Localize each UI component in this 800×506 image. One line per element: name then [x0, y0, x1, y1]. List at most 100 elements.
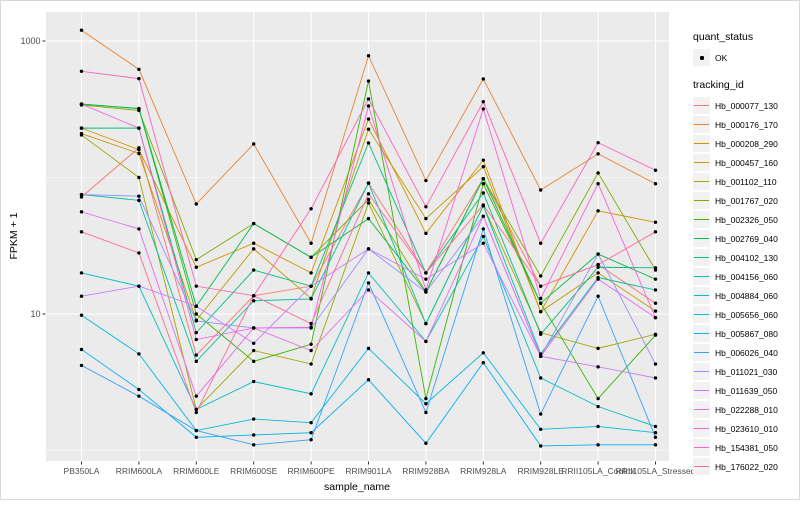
- data-point: [596, 424, 600, 429]
- x-tick-label: RRIM928BA: [402, 466, 450, 476]
- data-point: [596, 209, 600, 213]
- legend-item-label: Hb_006026_040: [715, 347, 778, 358]
- data-point: [424, 288, 428, 292]
- legend-item-Hb_023610_010: Hb_023610_010: [693, 419, 778, 438]
- data-point: [252, 241, 256, 245]
- data-point: [79, 271, 84, 275]
- data-point: [653, 376, 658, 380]
- legend-panel: quant_status OK tracking_id Hb_000077_130 Hb…: [693, 31, 778, 476]
- legend-item-Hb_002769_040: Hb_002769_040: [693, 229, 778, 248]
- data-point: [366, 288, 371, 292]
- data-point: [252, 268, 256, 272]
- data-point: [309, 271, 313, 275]
- data-point: [194, 330, 198, 335]
- data-point: [366, 201, 371, 205]
- data-point: [366, 181, 371, 185]
- data-point: [424, 339, 428, 344]
- legend-item-Hb_000176_170: Hb_000176_170: [693, 115, 778, 134]
- legend-item-label: Hb_000457_160: [715, 157, 778, 168]
- data-point: [539, 188, 543, 192]
- data-point: [79, 192, 84, 197]
- data-point: [366, 54, 371, 58]
- legend-key: [693, 154, 710, 171]
- data-point: [137, 151, 141, 156]
- legend-key: [693, 268, 710, 285]
- data-point: [539, 301, 543, 305]
- legend-item-Hb_000077_130: Hb_000077_130: [693, 96, 778, 115]
- legend-key: [693, 439, 710, 456]
- data-point: [79, 210, 84, 214]
- data-point: [424, 277, 428, 281]
- data-point: [424, 441, 428, 445]
- data-point: [653, 333, 658, 337]
- data-point: [481, 203, 485, 207]
- data-point: [596, 396, 600, 401]
- data-point: [366, 281, 371, 285]
- legend-item-Hb_001102_110: Hb_001102_110: [693, 172, 778, 191]
- data-point: [366, 117, 371, 121]
- data-point: [596, 182, 600, 186]
- data-point: [596, 277, 600, 281]
- data-point: [194, 394, 198, 398]
- data-point: [194, 202, 198, 206]
- data-point: [596, 171, 600, 175]
- data-point: [596, 252, 600, 256]
- data-point: [194, 337, 198, 342]
- x-tick-label: RRII105LA_Control: [561, 466, 635, 476]
- data-point: [596, 140, 600, 145]
- data-point: [539, 354, 543, 358]
- data-point: [137, 126, 141, 130]
- legend-item-Hb_011639_050: Hb_011639_050: [693, 381, 778, 400]
- data-point: [252, 348, 256, 353]
- data-point: [653, 288, 658, 292]
- data-point: [539, 332, 543, 337]
- data-point: [309, 255, 313, 260]
- legend-item-Hb_004102_130: Hb_004102_130: [693, 248, 778, 267]
- data-point: [596, 152, 600, 156]
- line-swatch-icon: [694, 104, 709, 107]
- data-point: [366, 192, 371, 196]
- data-point: [194, 304, 198, 308]
- data-point: [194, 312, 198, 316]
- legend-key: [693, 363, 710, 380]
- legend-item-Hb_005656_060: Hb_005656_060: [693, 305, 778, 324]
- data-point: [194, 284, 198, 288]
- data-point: [137, 394, 141, 398]
- legend-item-label: OK: [715, 52, 728, 63]
- legend-key: [693, 287, 710, 304]
- data-point: [309, 392, 313, 396]
- data-point: [79, 126, 84, 130]
- x-axis-title: sample_name: [324, 481, 390, 493]
- data-point: [653, 435, 658, 439]
- x-tick-label: RRIM901LA: [345, 466, 392, 476]
- data-point: [79, 313, 84, 317]
- data-point: [424, 402, 428, 406]
- legend-key: [693, 344, 710, 361]
- data-point: [252, 294, 256, 298]
- legend-item-label: Hb_022288_010: [715, 404, 778, 415]
- data-point: [539, 284, 543, 288]
- data-point: [481, 182, 485, 186]
- y-tick-label: 10: [30, 309, 40, 319]
- data-point: [137, 67, 141, 72]
- legend-item-Hb_004156_060: Hb_004156_060: [693, 267, 778, 286]
- data-point: [309, 342, 313, 346]
- x-tick-label: RRIM928LA: [460, 466, 507, 476]
- line-swatch-icon: [694, 313, 709, 316]
- line-swatch-icon: [694, 294, 709, 297]
- data-point: [366, 378, 371, 382]
- legend-key: [693, 458, 710, 475]
- legend-item-label: Hb_011639_050: [715, 385, 778, 396]
- data-point: [366, 97, 371, 101]
- data-point: [137, 387, 141, 392]
- data-point: [309, 284, 313, 288]
- data-point: [653, 431, 658, 435]
- data-point: [309, 437, 313, 442]
- x-tick-label: RRIM600LE: [173, 466, 220, 476]
- legend-title-quant-status: quant_status: [693, 31, 754, 43]
- data-point: [653, 230, 658, 234]
- data-point: [481, 360, 485, 365]
- legend-item-Hb_006026_040: Hb_006026_040: [693, 343, 778, 362]
- legend-item-label: Hb_004156_060: [715, 271, 778, 282]
- x-tick-label: PB350LA: [64, 466, 100, 476]
